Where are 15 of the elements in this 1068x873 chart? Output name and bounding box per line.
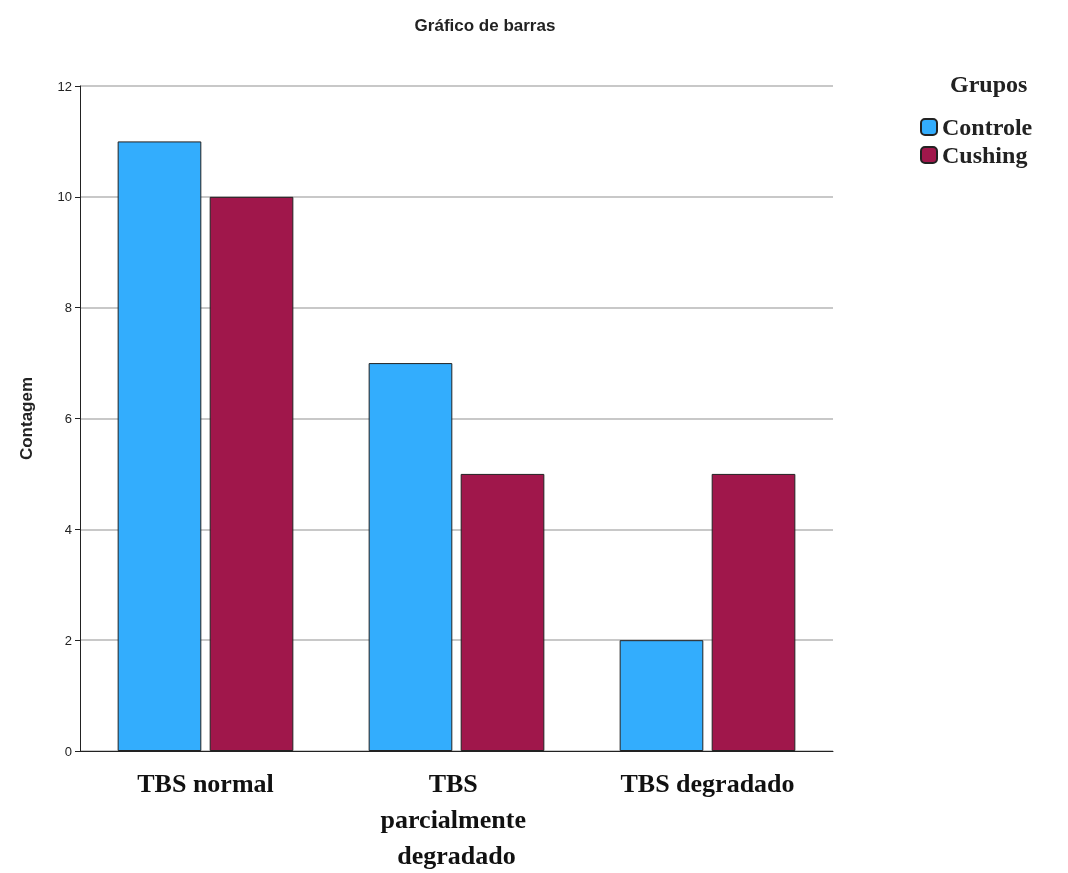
y-axis-title: Contagem (17, 376, 36, 461)
y-tick-label: 2 (64, 632, 72, 648)
x-tick-label: TBS parcialmente degradado (380, 768, 533, 870)
y-tick-label: 4 (64, 521, 72, 537)
legend-label: Controle (942, 114, 1033, 140)
y-tick-label: 0 (64, 743, 72, 759)
y-tick-label: 10 (57, 189, 72, 205)
y-tick-label: 8 (64, 300, 72, 316)
x-tick-label: TBS degradado (620, 768, 795, 798)
chart-title: Gráfico de barras (414, 16, 556, 35)
x-tick-label: TBS normal (137, 768, 274, 798)
legend-title: Grupos (950, 71, 1028, 97)
legend-label: Cushing (942, 142, 1028, 168)
y-tick-label: 6 (64, 411, 72, 426)
y-tick-label: 12 (57, 78, 72, 94)
